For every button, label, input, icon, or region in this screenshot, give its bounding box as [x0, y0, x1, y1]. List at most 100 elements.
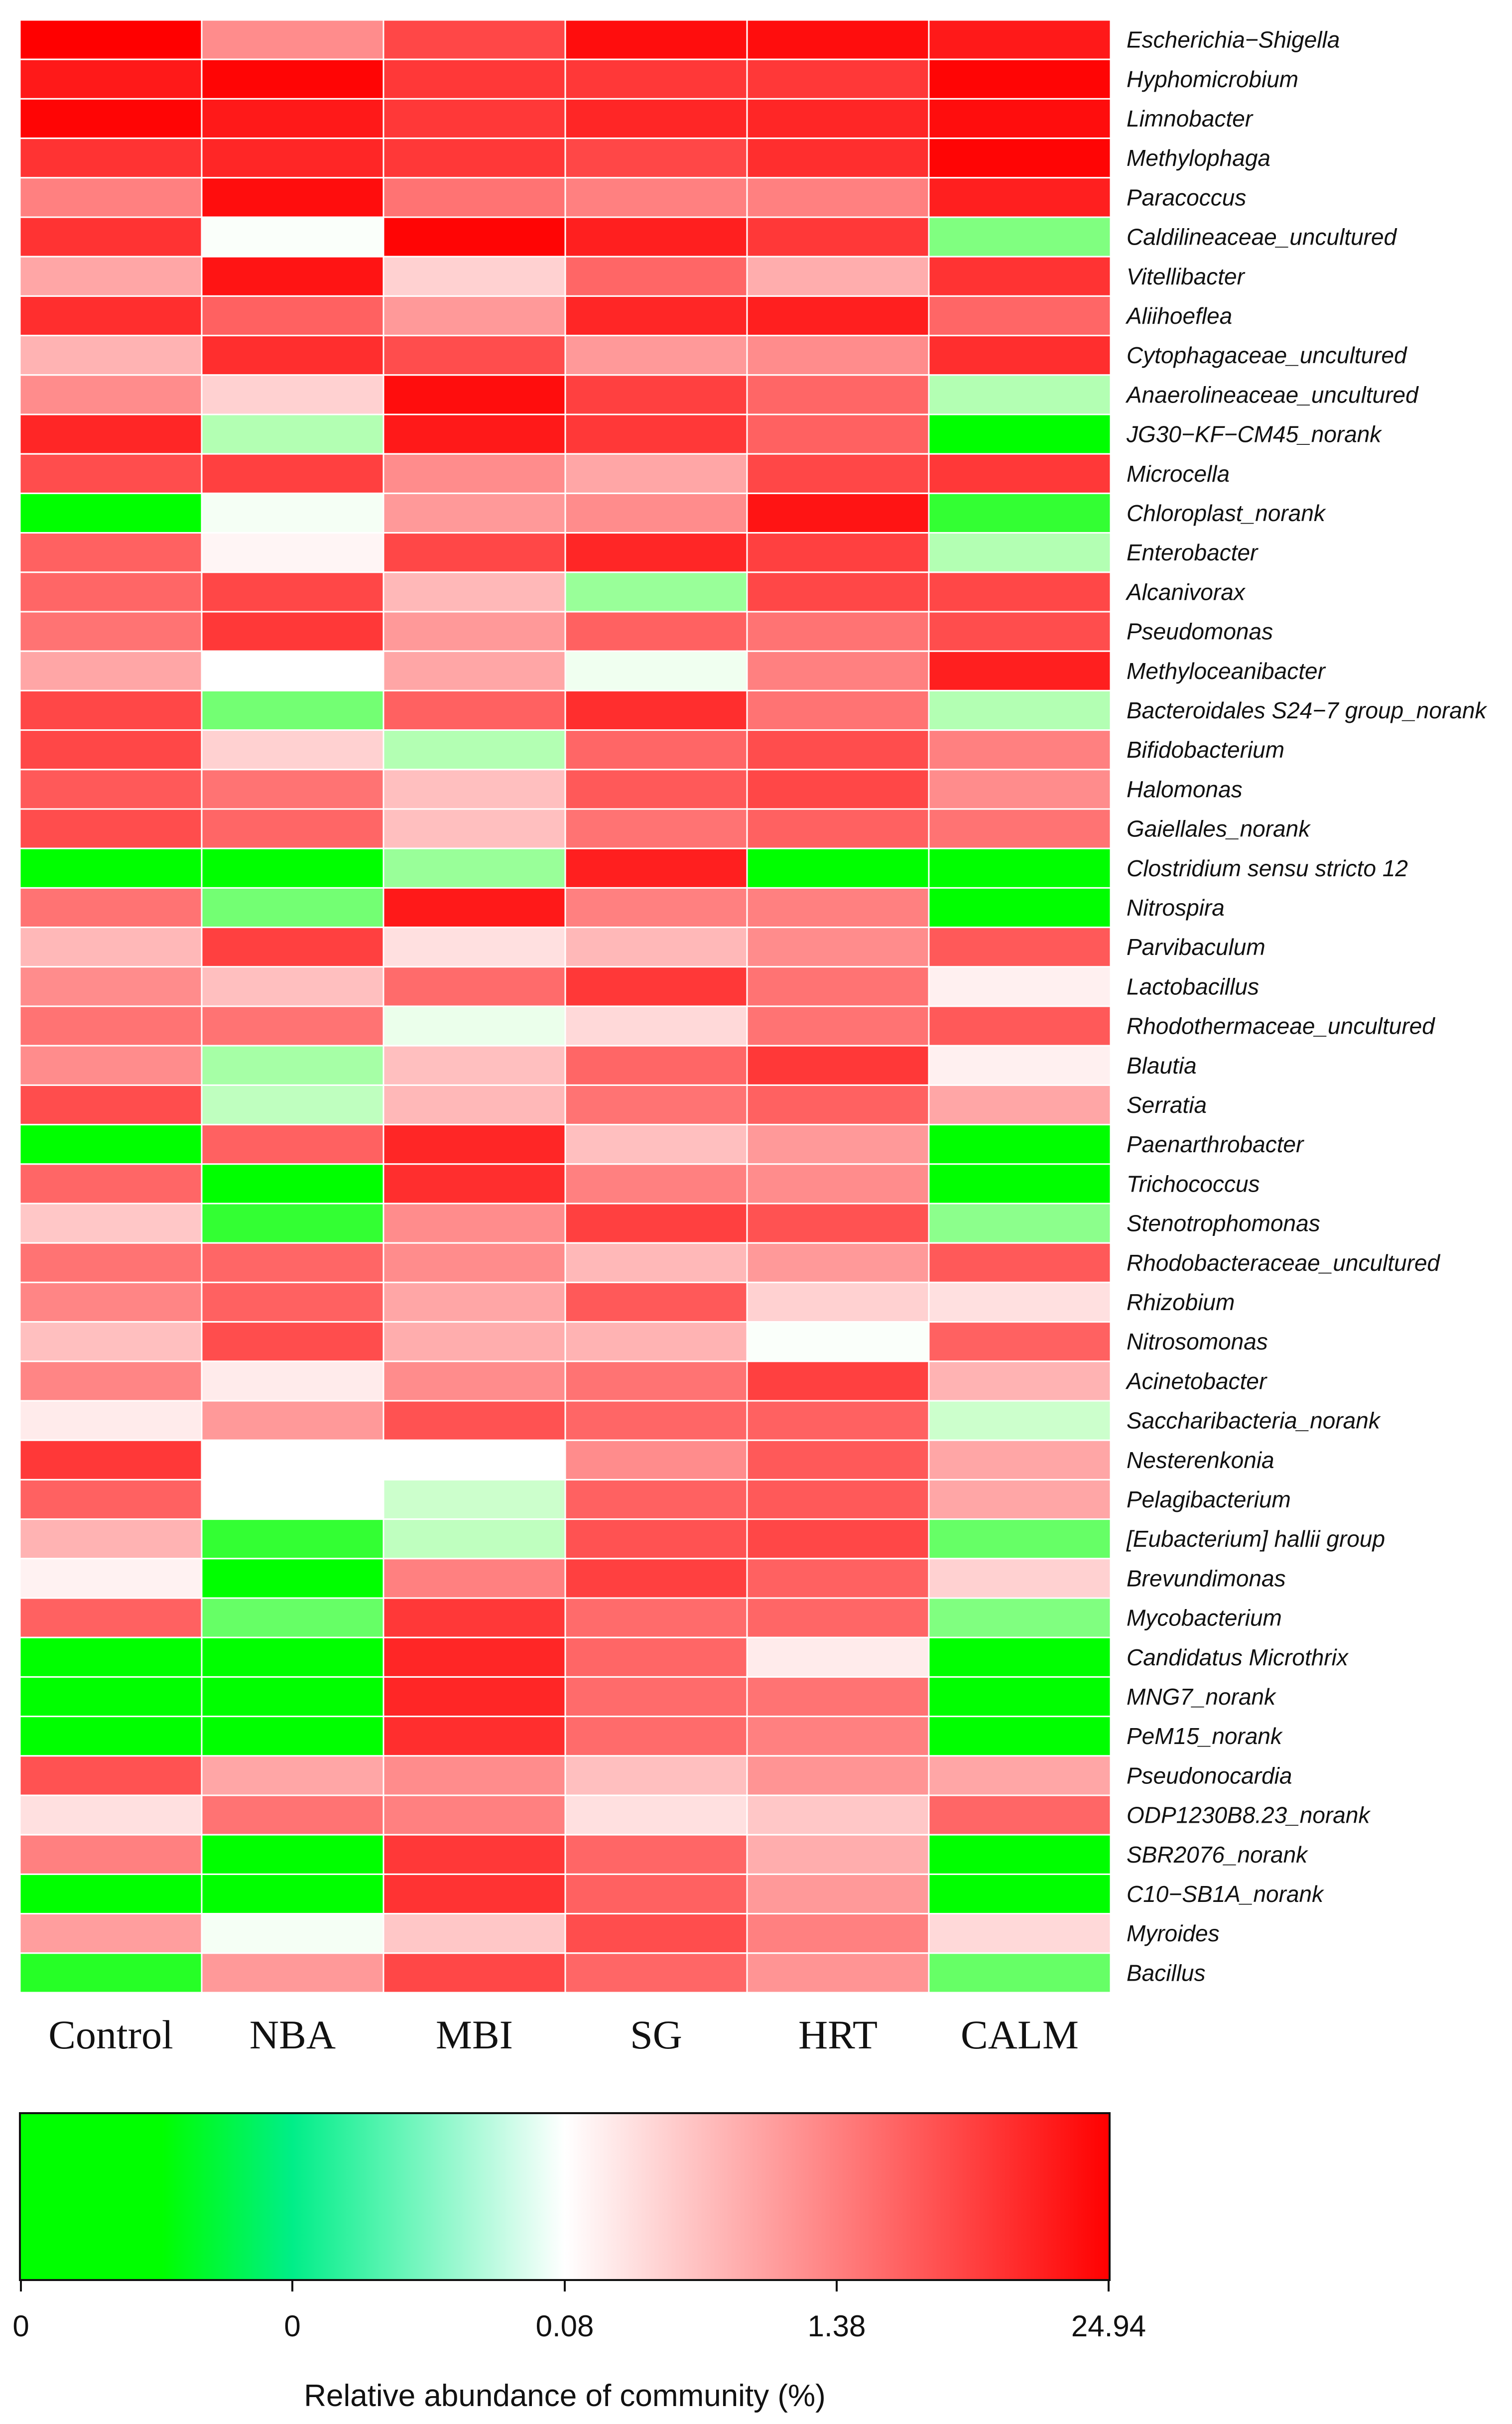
- row-label: Cytophagaceae_uncultured: [1127, 342, 1407, 368]
- heatmap-cell: [201, 611, 384, 652]
- heatmap-cell: [928, 571, 1112, 613]
- heatmap-cell: [201, 847, 384, 889]
- colorbar-tick-label: 1.38: [808, 2309, 866, 2343]
- heatmap-cell: [19, 1716, 203, 1757]
- heatmap-cell: [928, 1952, 1112, 1994]
- row-label: [Eubacterium] hallii group: [1126, 1526, 1385, 1552]
- heatmap-cell: [19, 1163, 203, 1205]
- heatmap-cell: [19, 137, 203, 179]
- heatmap-cell: [382, 1124, 566, 1165]
- row-label: Parvibaculum: [1127, 934, 1265, 960]
- heatmap-cell: [382, 1518, 566, 1560]
- heatmap-cell: [928, 532, 1112, 573]
- heatmap-cell: [201, 1834, 384, 1875]
- heatmap-cell: [928, 1755, 1112, 1796]
- row-label: Lactobacillus: [1127, 973, 1259, 999]
- heatmap-cell: [928, 1400, 1112, 1441]
- heatmap-cell: [928, 1597, 1112, 1638]
- heatmap-cell: [746, 532, 930, 573]
- heatmap-cell: [201, 1005, 384, 1047]
- colorbar-gradient: [19, 2112, 1111, 2281]
- heatmap-cell: [201, 1636, 384, 1678]
- row-label: Pseudonocardia: [1127, 1762, 1292, 1788]
- heatmap-cell: [746, 1360, 930, 1402]
- row-label: Nitrosomonas: [1127, 1329, 1268, 1354]
- heatmap-cell: [928, 177, 1112, 218]
- heatmap-cell: [928, 137, 1112, 179]
- row-label: ODP1230B8.23_norank: [1127, 1802, 1371, 1828]
- heatmap-cell: [564, 611, 748, 652]
- heatmap-cell: [201, 1360, 384, 1402]
- row-label: Halomonas: [1127, 776, 1243, 802]
- heatmap-cell: [564, 413, 748, 455]
- heatmap-cell: [928, 689, 1112, 731]
- heatmap-cell: [928, 1005, 1112, 1047]
- heatmap-cell: [201, 1281, 384, 1323]
- heatmap-cell: [19, 1045, 203, 1086]
- column-label: CALM: [961, 2012, 1079, 2057]
- heatmap-cell: [928, 729, 1112, 771]
- heatmap-cell: [19, 1913, 203, 1954]
- heatmap-cell: [928, 1558, 1112, 1599]
- heatmap-cell: [382, 689, 566, 731]
- heatmap-cell: [19, 1873, 203, 1915]
- heatmap-cell: [564, 453, 748, 494]
- row-label: Brevundimonas: [1127, 1565, 1286, 1591]
- row-label: Anaerolineaceae_uncultured: [1125, 382, 1419, 407]
- colorbar-tick-label: 0: [284, 2309, 300, 2343]
- heatmap-cell: [928, 769, 1112, 810]
- heatmap-cell: [746, 1005, 930, 1047]
- heatmap-cell: [928, 335, 1112, 376]
- heatmap-cell: [201, 1479, 384, 1520]
- heatmap-cell: [201, 769, 384, 810]
- heatmap-cell: [928, 1439, 1112, 1481]
- heatmap-cell: [201, 1913, 384, 1954]
- heatmap-cell: [382, 1242, 566, 1283]
- heatmap-cell: [564, 177, 748, 218]
- heatmap-cell: [746, 256, 930, 297]
- heatmap-cell: [928, 98, 1112, 139]
- heatmap-cell: [746, 1597, 930, 1638]
- heatmap-cell: [382, 413, 566, 455]
- heatmap-cell: [928, 887, 1112, 929]
- heatmap-cell: [928, 966, 1112, 1007]
- heatmap-cell: [19, 1439, 203, 1481]
- heatmap-cell: [382, 808, 566, 849]
- row-label: C10−SB1A_norank: [1127, 1881, 1324, 1907]
- heatmap-cell: [201, 927, 384, 968]
- heatmap-cell: [746, 571, 930, 613]
- heatmap-cell: [928, 1834, 1112, 1875]
- heatmap-cell: [382, 1360, 566, 1402]
- heatmap-cell: [382, 1597, 566, 1638]
- heatmap-cell: [201, 19, 384, 60]
- row-label: Clostridium sensu stricto 12: [1127, 855, 1408, 881]
- heatmap-cell: [746, 335, 930, 376]
- heatmap-cell: [382, 769, 566, 810]
- heatmap-cell: [746, 216, 930, 258]
- row-label: PeM15_norank: [1127, 1723, 1283, 1749]
- heatmap-cell: [564, 137, 748, 179]
- heatmap-cell: [564, 256, 748, 297]
- heatmap-cell: [382, 177, 566, 218]
- heatmap-cell: [201, 137, 384, 179]
- heatmap-cell: [201, 1676, 384, 1718]
- heatmap-cell: [564, 1913, 748, 1954]
- heatmap-cell: [564, 19, 748, 60]
- heatmap-cell: [564, 729, 748, 771]
- heatmap-cell: [19, 1084, 203, 1126]
- colorbar-tick-label: 0: [12, 2309, 29, 2343]
- heatmap-cell: [928, 650, 1112, 691]
- row-label: Microcella: [1127, 461, 1230, 487]
- heatmap-cell: [19, 19, 203, 60]
- heatmap-cell: [201, 1755, 384, 1796]
- heatmap-cell: [564, 1005, 748, 1047]
- heatmap-cell: [746, 19, 930, 60]
- heatmap-cell: [928, 58, 1112, 100]
- heatmap-cell: [928, 1676, 1112, 1718]
- heatmap-cell: [19, 177, 203, 218]
- heatmap-cell: [746, 1873, 930, 1915]
- heatmap-cell: [746, 413, 930, 455]
- heatmap-cell: [201, 413, 384, 455]
- heatmap-cell: [564, 1281, 748, 1323]
- heatmap-cell: [564, 1203, 748, 1244]
